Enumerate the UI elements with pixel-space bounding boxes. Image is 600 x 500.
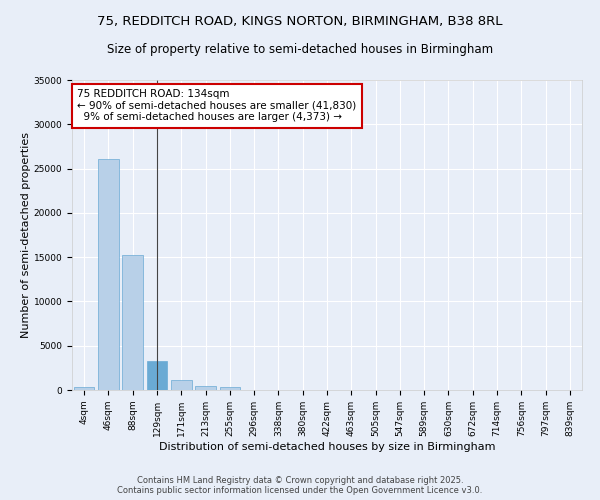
Bar <box>122 256 143 390</box>
Y-axis label: Number of semi-detached properties: Number of semi-detached properties <box>21 132 31 338</box>
Text: Contains HM Land Registry data © Crown copyright and database right 2025.
Contai: Contains HM Land Registry data © Crown c… <box>118 476 482 495</box>
Bar <box>146 361 167 390</box>
Bar <box>171 380 191 390</box>
Bar <box>98 159 119 390</box>
Text: 75, REDDITCH ROAD, KINGS NORTON, BIRMINGHAM, B38 8RL: 75, REDDITCH ROAD, KINGS NORTON, BIRMING… <box>97 15 503 28</box>
Text: Size of property relative to semi-detached houses in Birmingham: Size of property relative to semi-detach… <box>107 42 493 56</box>
X-axis label: Distribution of semi-detached houses by size in Birmingham: Distribution of semi-detached houses by … <box>159 442 495 452</box>
Bar <box>195 386 216 390</box>
Bar <box>220 388 240 390</box>
Text: 75 REDDITCH ROAD: 134sqm
← 90% of semi-detached houses are smaller (41,830)
  9%: 75 REDDITCH ROAD: 134sqm ← 90% of semi-d… <box>77 90 356 122</box>
Bar <box>74 387 94 390</box>
